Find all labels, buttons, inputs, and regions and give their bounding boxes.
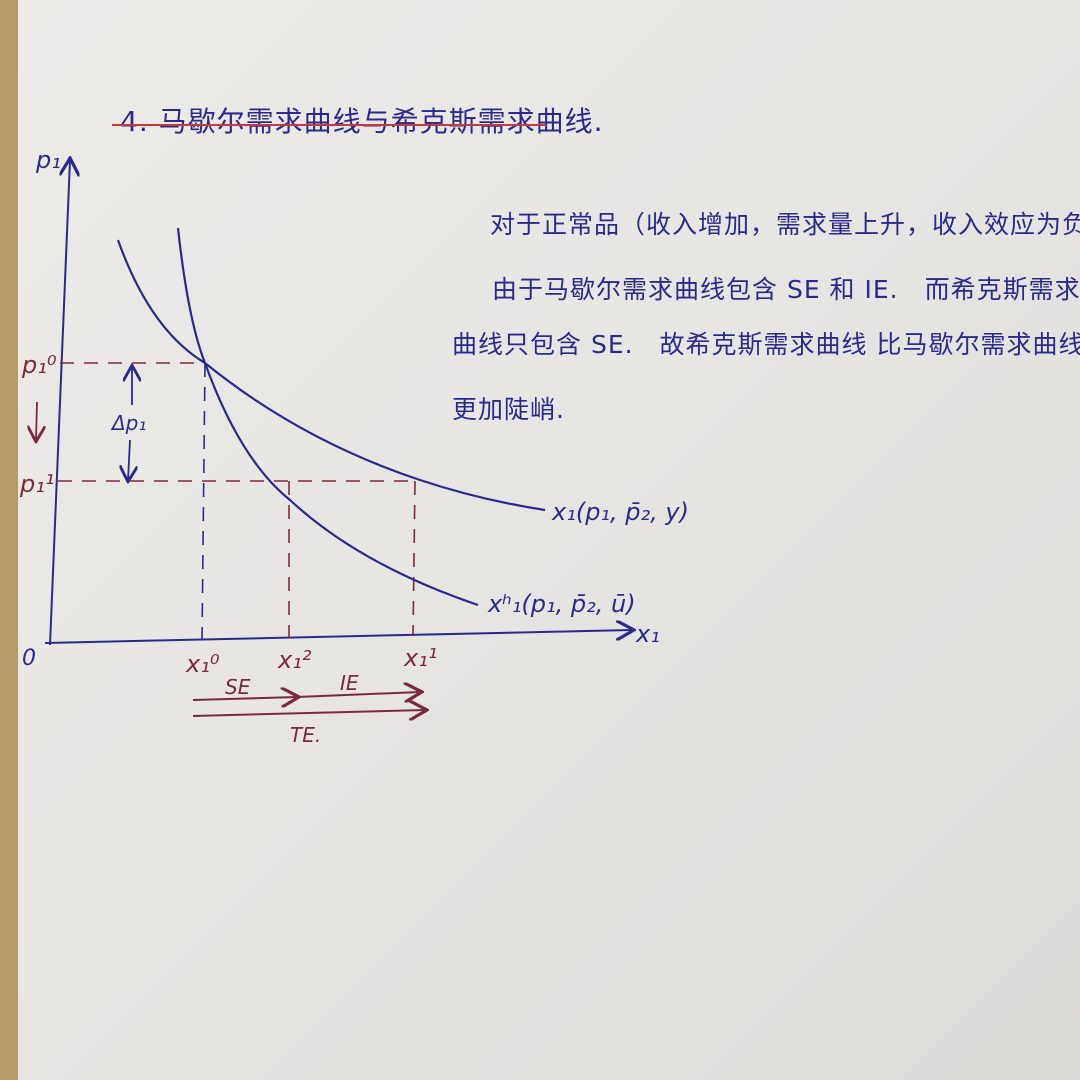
title-underline	[112, 124, 546, 126]
origin-label: 0	[22, 646, 36, 671]
te-label: TE.	[290, 723, 321, 747]
marshallian-demand-curve	[116, 239, 546, 512]
y-axis-label: p₁	[35, 146, 61, 174]
page-title: 4. 马歇尔需求曲线与希克斯需求曲线.	[120, 105, 604, 138]
note-line-1: 对于正常品（收入增加，需求量上升，收入效应为负）:	[490, 210, 1080, 239]
x-tick-x2: x₁²	[277, 646, 312, 674]
hicksian-label: xʰ₁(p₁, p̄₂, ū)	[487, 590, 636, 618]
delta-p-label: Δp₁	[110, 411, 146, 435]
x-axis	[44, 630, 632, 644]
x-axis-label: x₁	[635, 620, 660, 648]
x-tick-x1: x₁¹	[403, 644, 437, 672]
hicksian-demand-curve	[176, 227, 479, 607]
ie-label: IE	[340, 671, 359, 695]
note-line-4: 更加陡峭.	[452, 395, 565, 424]
marshallian-label: x₁(p₁, p̄₂, y)	[551, 498, 689, 526]
price-drop-arrow	[36, 401, 37, 440]
y-axis	[49, 160, 70, 646]
x-tick-x0: x₁⁰	[185, 650, 220, 678]
x1-dashed	[412, 480, 416, 637]
delta-p-arrow-down	[128, 439, 130, 480]
x0-dashed	[201, 362, 206, 641]
note-line-2: 由于马歇尔需求曲线包含 SE 和 IE. 而希克斯需求	[492, 275, 1080, 304]
se-label: SE	[225, 675, 251, 699]
note-line-3: 曲线只包含 SE. 故希克斯需求曲线 比马歇尔需求曲线	[452, 330, 1080, 359]
paper-sheet	[18, 0, 1080, 1080]
se-arrow	[192, 697, 297, 700]
price-low-label: p₁¹	[19, 470, 54, 498]
ie-arrow	[296, 692, 420, 697]
te-arrow	[192, 710, 425, 716]
price-high-label: p₁⁰	[21, 351, 57, 379]
